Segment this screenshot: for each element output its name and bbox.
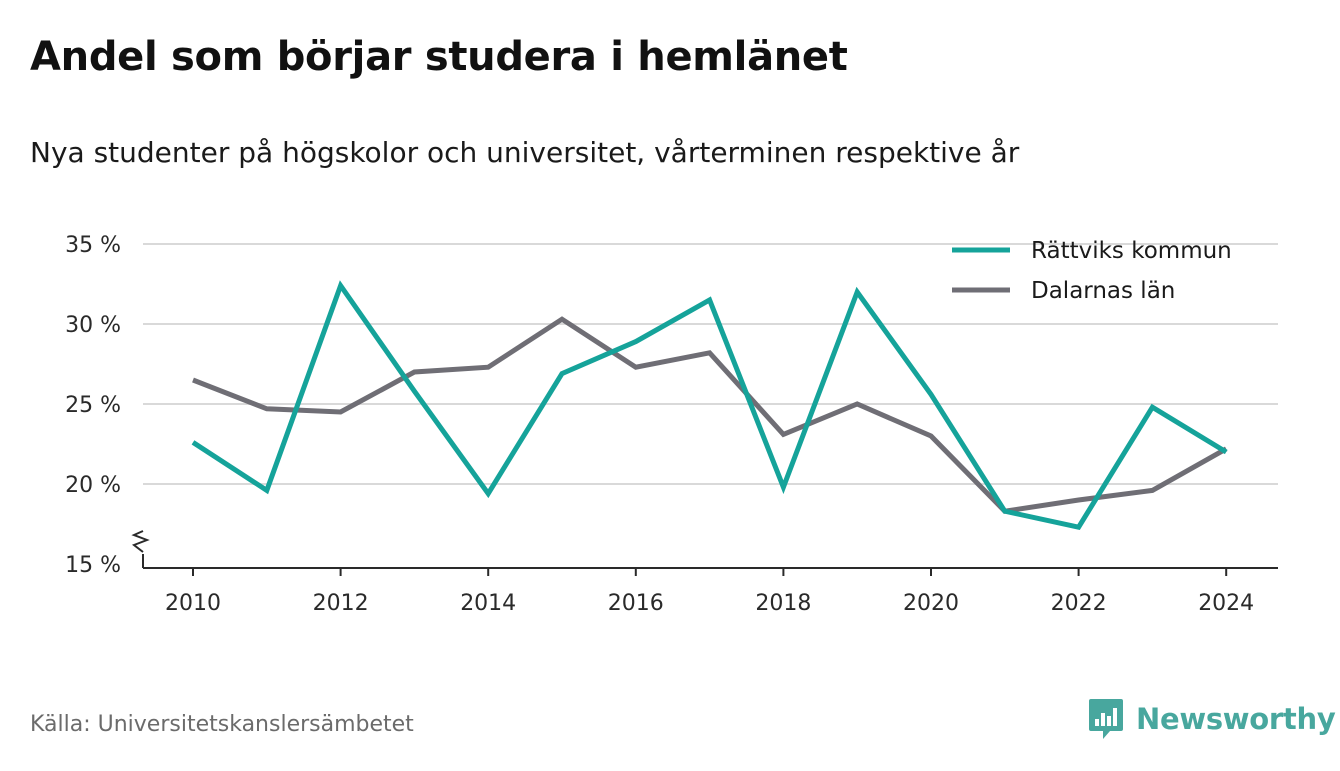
- series-line-rattvik: [191, 280, 1228, 531]
- x-tick-label: 2010: [165, 591, 221, 616]
- chart-subtitle: Nya studenter på högskolor och universit…: [30, 136, 1020, 169]
- legend-label: Dalarnas län: [1031, 278, 1175, 304]
- brand-name: Newsworthy: [1136, 702, 1336, 736]
- x-tick-label: 2014: [460, 591, 516, 616]
- y-tick-label: 35 %: [65, 233, 121, 258]
- x-tick-label: 2012: [313, 591, 369, 616]
- axis-break-icon: [131, 530, 150, 553]
- brand-logo[interactable]: Newsworthy: [1088, 697, 1336, 741]
- y-tick-label: 30 %: [65, 313, 121, 338]
- y-tick-label: 15 %: [65, 553, 121, 578]
- axis-layer: 15 % 20 % 25 % 30 % 35 % 2010 2012 2014 2016 2018…: [65, 233, 1278, 616]
- x-tick-label: 2022: [1051, 591, 1107, 616]
- y-tick-label: 25 %: [65, 393, 121, 418]
- y-tick-label: 20 %: [65, 473, 121, 498]
- x-tick-label: 2018: [755, 591, 811, 616]
- x-tick-label: 2020: [903, 591, 959, 616]
- series-line-dalarna: [192, 316, 1228, 514]
- x-tick-label: 2016: [608, 591, 664, 616]
- line-chart: 15 % 20 % 25 % 30 % 35 % 2010 2012 2014 2016 2018…: [65, 233, 1278, 616]
- grid-layer: [143, 243, 1278, 485]
- series-layer: [191, 280, 1228, 531]
- legend-label: Rättviks kommun: [1031, 238, 1232, 264]
- x-tick-label: 2024: [1198, 591, 1254, 616]
- legend: Rättviks kommun Dalarnas län: [952, 238, 1232, 304]
- chart-title: Andel som börjar studera i hemlänet: [30, 34, 848, 80]
- newsworthy-logo-icon: [1089, 699, 1123, 739]
- source-note: Källa: Universitetskanslersämbetet: [30, 712, 414, 737]
